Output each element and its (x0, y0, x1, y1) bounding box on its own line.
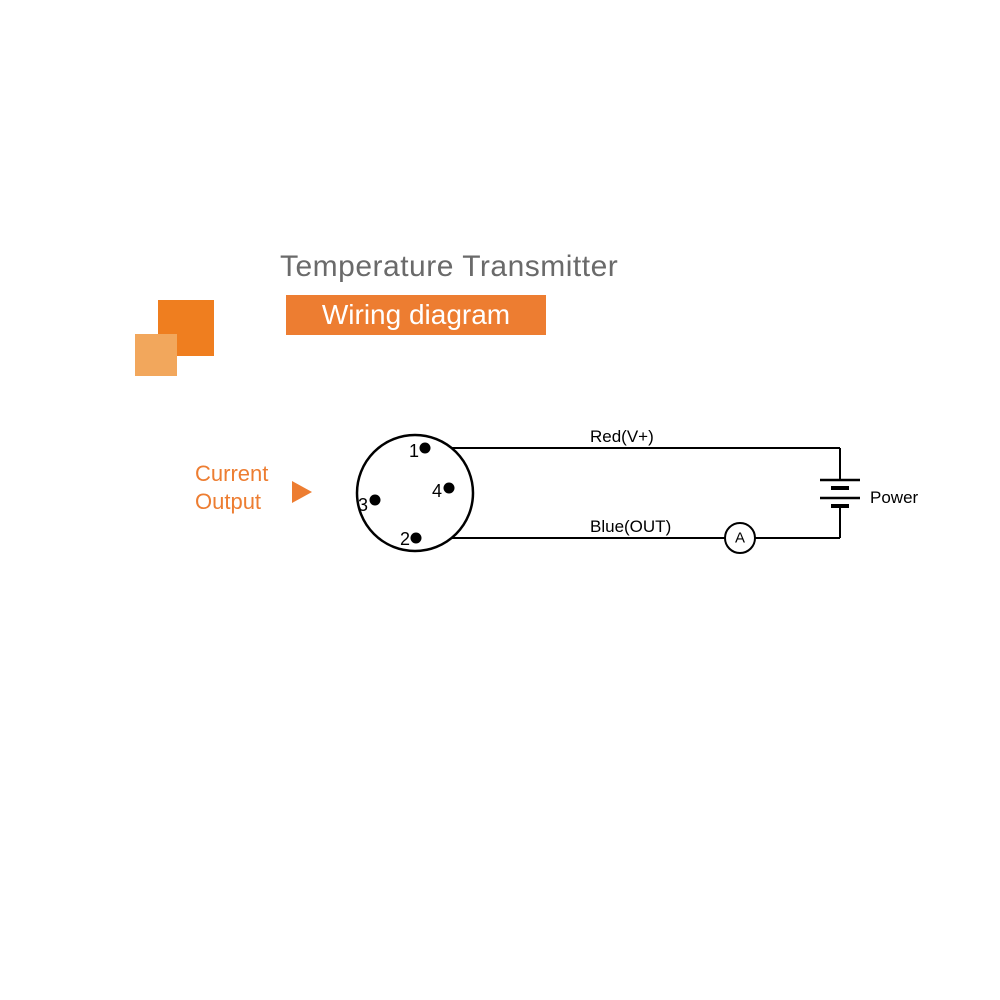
pin-3-dot (370, 495, 381, 506)
pin-1-dot (420, 443, 431, 454)
pin-2-dot (411, 533, 422, 544)
wiring-diagram: A 1 2 3 4 Red(V+) Blue(OUT) (0, 0, 1000, 1000)
pin-1-label: 1 (409, 441, 419, 461)
pin-3-label: 3 (358, 495, 368, 515)
ammeter-label: A (735, 530, 745, 547)
connector-icon: 1 2 3 4 (357, 435, 473, 551)
pin-4-dot (444, 483, 455, 494)
pin-2-label: 2 (400, 529, 410, 549)
wire-bottom-label: Blue(OUT) (590, 517, 671, 536)
ammeter-icon: A (725, 523, 755, 553)
pin-4-label: 4 (432, 481, 442, 501)
battery-icon (820, 475, 860, 508)
wire-top-label: Red(V+) (590, 427, 654, 446)
wire-top (425, 448, 840, 475)
